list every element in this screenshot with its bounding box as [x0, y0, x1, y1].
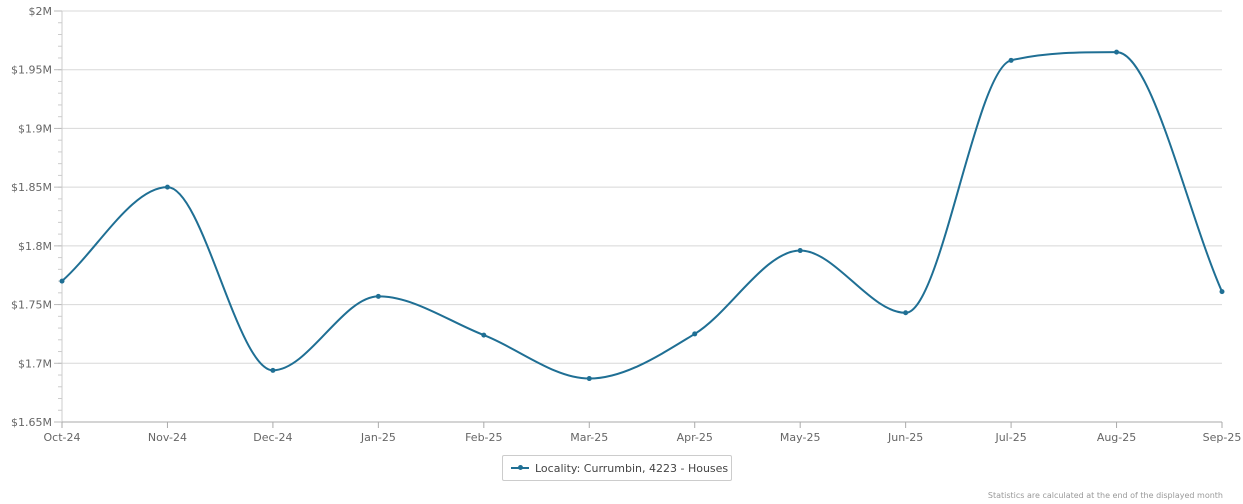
legend[interactable]: Locality: Currumbin, 4223 - Houses — [502, 455, 732, 481]
x-tick-label: Dec-24 — [253, 431, 292, 444]
data-point — [692, 331, 698, 337]
y-tick-label: $2M — [29, 5, 53, 18]
y-tick-label: $1.95M — [11, 64, 52, 77]
series-line — [61, 51, 1223, 380]
x-tick-label: Jan-25 — [360, 431, 396, 444]
x-tick-label: Oct-24 — [44, 431, 81, 444]
y-tick-label: $1.75M — [11, 299, 52, 312]
x-tick-label: Jul-25 — [994, 431, 1026, 444]
x-tick-label: Sep-25 — [1203, 431, 1242, 444]
y-tick-label: $1.85M — [11, 181, 52, 194]
legend-label: Locality: Currumbin, 4223 - Houses — [535, 461, 729, 475]
footnote: Statistics are calculated at the end of … — [987, 491, 1223, 500]
y-tick-label: $1.9M — [18, 122, 52, 135]
data-point — [1008, 57, 1014, 63]
data-point — [270, 367, 276, 373]
data-point — [1114, 49, 1120, 55]
x-tick-label: Jun-25 — [887, 431, 923, 444]
y-tick-label: $1.8M — [18, 240, 52, 253]
x-tick-label: Aug-25 — [1097, 431, 1136, 444]
legend-swatch — [511, 462, 529, 474]
data-point — [164, 184, 170, 190]
legend-swatch-marker — [518, 465, 523, 470]
data-point — [59, 278, 65, 284]
x-tick-label: Feb-25 — [465, 431, 502, 444]
y-tick-label: $1.7M — [18, 357, 52, 370]
x-tick-label: May-25 — [780, 431, 821, 444]
data-point — [1219, 289, 1225, 295]
data-point — [586, 376, 592, 382]
x-tick-label: Apr-25 — [677, 431, 713, 444]
data-point — [375, 293, 381, 299]
x-tick-label: Mar-25 — [570, 431, 608, 444]
data-point — [481, 332, 487, 338]
data-point — [797, 248, 803, 254]
data-point — [903, 310, 909, 316]
y-tick-label: $1.65M — [11, 416, 52, 429]
x-tick-label: Nov-24 — [148, 431, 187, 444]
